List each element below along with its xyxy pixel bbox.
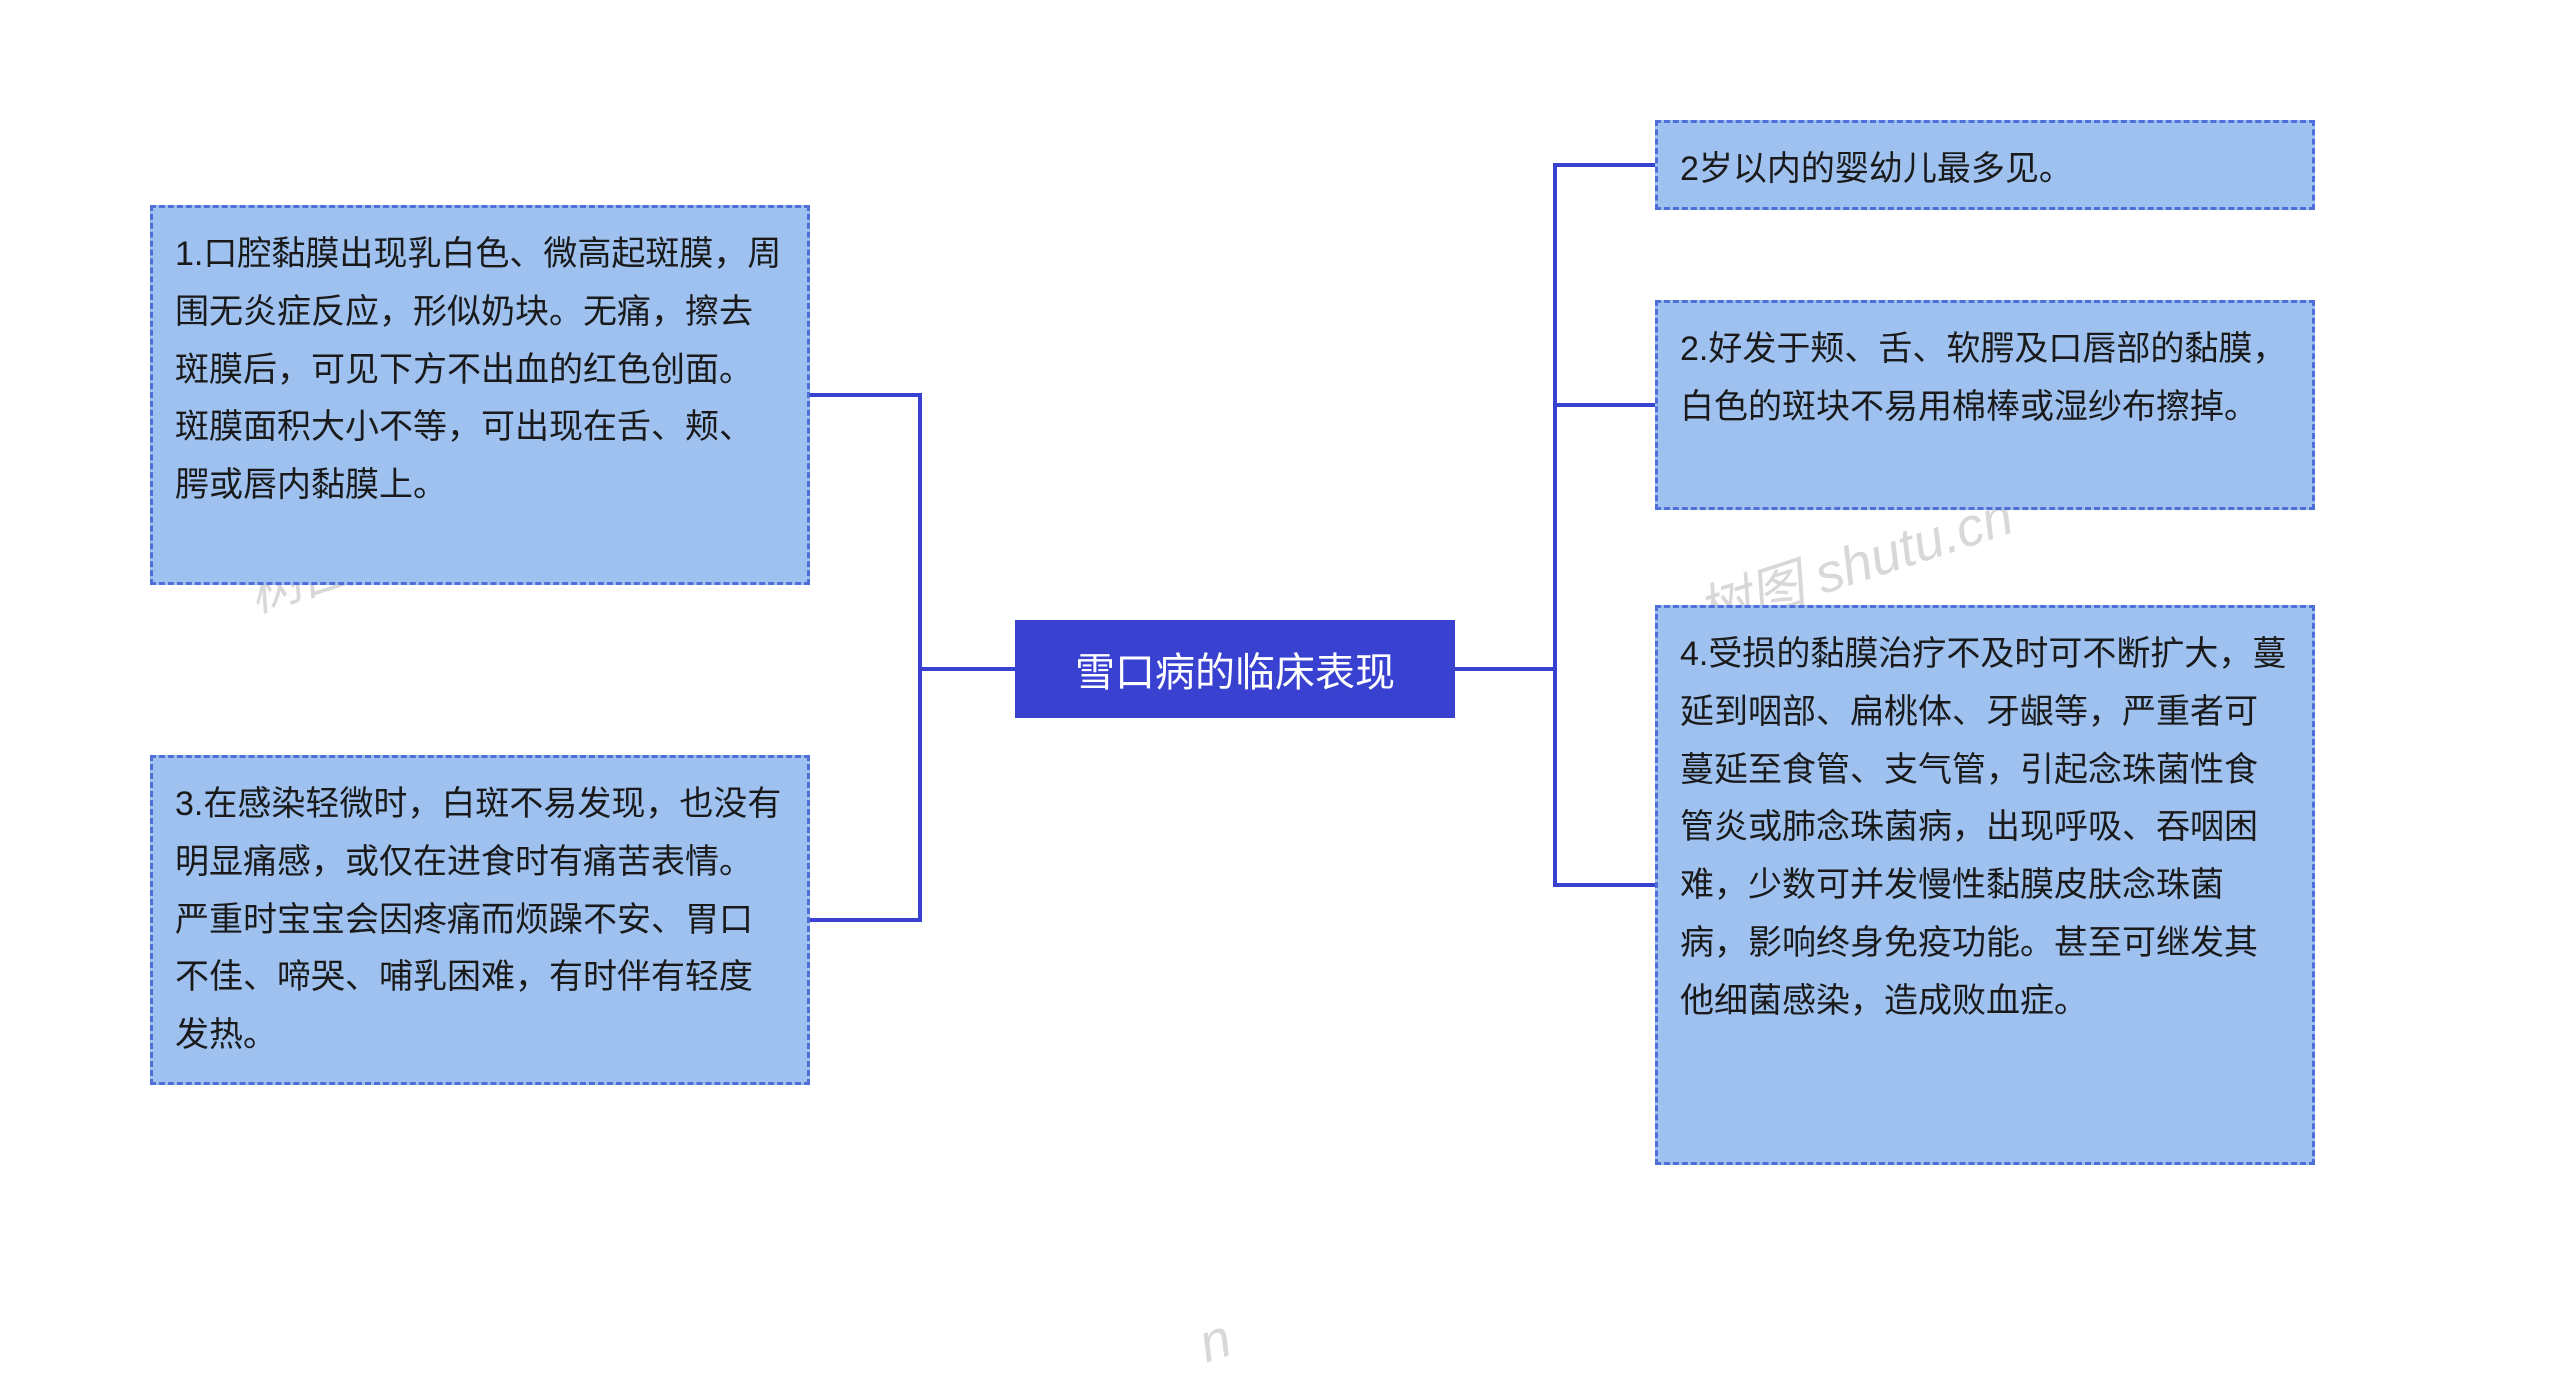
- mindmap-child-node: 2.好发于颊、舌、软腭及口唇部的黏膜，白色的斑块不易用棉棒或湿纱布擦掉。: [1655, 300, 2315, 510]
- mindmap-child-node: 2岁以内的婴幼儿最多见。: [1655, 120, 2315, 210]
- mindmap-child-node: 3.在感染轻微时，白斑不易发现，也没有明显痛感，或仅在进食时有痛苦表情。严重时宝…: [150, 755, 810, 1085]
- mindmap-center-node: 雪口病的临床表现: [1015, 620, 1455, 718]
- mindmap-child-node: 1.口腔黏膜出现乳白色、微高起斑膜，周围无炎症反应，形似奶块。无痛，擦去斑膜后，…: [150, 205, 810, 585]
- mindmap-child-node: 4.受损的黏膜治疗不及时可不断扩大，蔓延到咽部、扁桃体、牙龈等，严重者可蔓延至食…: [1655, 605, 2315, 1165]
- watermark: n: [1191, 1307, 1239, 1375]
